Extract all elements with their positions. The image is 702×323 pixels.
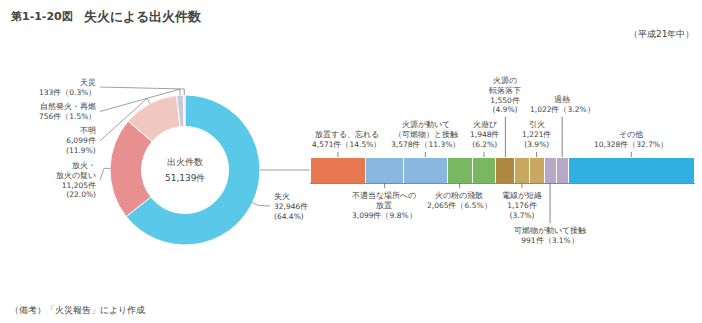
svg-text:天災133件（0.3%）: 天災133件（0.3%）: [39, 78, 96, 97]
svg-text:火源の転落落下1,550件(4.9%): 火源の転落落下1,550件(4.9%): [489, 76, 521, 114]
svg-text:第1-1-20図: 第1-1-20図: [10, 10, 73, 23]
svg-text:引火1,221件(3.9%): 引火1,221件(3.9%): [522, 120, 551, 149]
svg-text:（備考）「火災報告」により作成: （備考）「火災報告」により作成: [10, 305, 145, 315]
svg-text:失火による出火件数: 失火による出火件数: [84, 9, 202, 24]
svg-text:火源が動いて（可燃物）と接触3,578件（11.3%）: 火源が動いて（可燃物）と接触3,578件（11.3%）: [391, 120, 460, 149]
svg-text:不適当な場所への放置3,099件（9.8%）: 不適当な場所への放置3,099件（9.8%）: [352, 191, 417, 220]
svg-text:電線が短絡1,176件(3.7%): 電線が短絡1,176件(3.7%): [502, 191, 542, 220]
svg-text:出火件数: 出火件数: [167, 157, 203, 167]
svg-text:（平成21年中）: （平成21年中）: [629, 29, 694, 39]
svg-text:放火・放火の疑い11,205件(22.0%): 放火・放火の疑い11,205件(22.0%): [56, 161, 96, 199]
svg-text:火遊び1,948件(6.2%): 火遊び1,948件(6.2%): [470, 120, 499, 149]
svg-text:可燃物が動いて接触991件（3.1%）: 可燃物が動いて接触991件（3.1%）: [514, 226, 586, 245]
svg-text:不明6,099件(11.9%): 不明6,099件(11.9%): [66, 126, 96, 155]
svg-text:51,139件: 51,139件: [165, 173, 206, 183]
svg-text:放置する、忘れる4,571件（14.5%）: 放置する、忘れる4,571件（14.5%）: [312, 130, 381, 149]
svg-text:火の粉の飛散2,065件（6.5%）: 火の粉の飛散2,065件（6.5%）: [427, 191, 492, 210]
svg-text:自然発火・再燃756件（1.5%）: 自然発火・再燃756件（1.5%）: [39, 102, 96, 121]
svg-text:過熱1,022件（3.2%）: 過熱1,022件（3.2%）: [530, 95, 595, 114]
svg-text:失火32,946件(64.4%): 失火32,946件(64.4%): [274, 192, 308, 221]
svg-text:その他10,328件（32.7%）: その他10,328件（32.7%）: [594, 130, 668, 149]
